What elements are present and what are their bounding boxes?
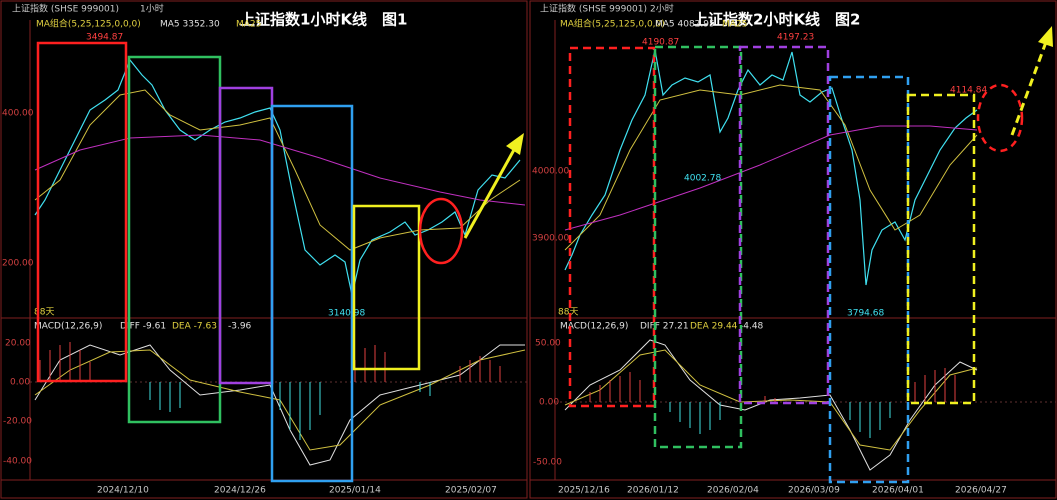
date-label: 2025/12/16 bbox=[558, 486, 610, 496]
arrow bbox=[1010, 41, 1048, 136]
date-label: 2025/01/14 bbox=[329, 486, 381, 496]
date-label: 2024/12/10 bbox=[97, 486, 149, 496]
highlight-ellipse bbox=[976, 83, 1024, 153]
title: 上证指数1小时K线 图1 bbox=[240, 11, 408, 29]
date-label: 2026/02/04 bbox=[707, 486, 759, 496]
period: 2小时 bbox=[650, 3, 674, 15]
highlight-ellipse bbox=[418, 197, 464, 265]
macd-axis-label: -20.00 bbox=[3, 417, 32, 427]
price-annotation: 3494.87 bbox=[86, 33, 123, 43]
ma25: MA25 bbox=[722, 20, 747, 30]
panel-1: 上证指数 (SHSE 999001) 1小时 上证指数1小时K线 图1 MA组合… bbox=[0, 0, 528, 499]
ma-line bbox=[34, 89, 521, 251]
ma-label: MA组合(5,25,125,0,0,0) bbox=[36, 18, 141, 30]
header: 上证指数 (SHSE 999001) bbox=[12, 3, 119, 15]
frame bbox=[0, 0, 528, 499]
macd-axis-label: 0.00 bbox=[10, 378, 30, 388]
days: 88天 bbox=[558, 308, 578, 318]
macd-bars bbox=[669, 402, 891, 438]
days: 88天 bbox=[34, 308, 54, 318]
price-annotation: 4197.23 bbox=[777, 33, 814, 43]
date-label: 2025/02/07 bbox=[445, 486, 497, 496]
ma5: MA5 4082.95 bbox=[655, 20, 715, 30]
highlight-box bbox=[906, 93, 976, 405]
price-label: 3900.00 bbox=[532, 234, 569, 244]
header: 上证指数 (SHSE 999001) bbox=[540, 3, 647, 15]
date-label: 2026/04/01 bbox=[872, 486, 924, 496]
ma-line bbox=[564, 84, 978, 251]
arrow-head bbox=[1038, 26, 1053, 47]
price-annotation: 4114.84 bbox=[950, 86, 987, 96]
date-label: 2026/01/12 bbox=[627, 486, 679, 496]
price-annotation: 3794.68 bbox=[847, 309, 884, 319]
period: 1小时 bbox=[140, 3, 164, 15]
macd-value: -3.96 bbox=[228, 322, 252, 332]
macd-dea: DEA 29.44 bbox=[690, 322, 738, 332]
dea-line bbox=[564, 349, 978, 451]
highlight-box bbox=[568, 46, 656, 408]
ma-line bbox=[564, 125, 978, 231]
price-annotation: 3140.98 bbox=[328, 309, 365, 319]
price-label: 400.00 bbox=[2, 109, 34, 119]
macd-axis-label: 0.00 bbox=[539, 398, 559, 408]
date-label: 2024/12/26 bbox=[214, 486, 266, 496]
diff-line bbox=[564, 339, 978, 471]
price-line bbox=[34, 58, 521, 296]
highlight-box bbox=[738, 45, 830, 405]
ma-line bbox=[34, 134, 526, 206]
ma5: MA5 3352.30 bbox=[160, 20, 220, 30]
macd-bars bbox=[39, 342, 501, 382]
ma-label: MA组合(5,25,125,0,0,0) bbox=[560, 18, 665, 30]
price-label: 4000.00 bbox=[532, 167, 569, 177]
macd-axis-label: -40.00 bbox=[3, 457, 32, 467]
highlight-box bbox=[270, 104, 354, 483]
macd-axis-label: 50.00 bbox=[535, 339, 561, 349]
macd-value: -4.48 bbox=[740, 322, 764, 332]
macd-axis-label: -50.00 bbox=[533, 458, 562, 468]
date-label: 2026/04/27 bbox=[955, 486, 1007, 496]
macd-axis-label: 20.00 bbox=[5, 339, 31, 349]
macd-diff: DIFF 27.21 bbox=[640, 322, 689, 332]
price-annotation: 4190.87 bbox=[642, 38, 679, 48]
arrow-head bbox=[506, 133, 524, 155]
frame bbox=[529, 0, 1057, 499]
date-label: 2026/03/09 bbox=[788, 486, 840, 496]
arrow bbox=[463, 147, 517, 239]
price-label: 200.00 bbox=[2, 259, 34, 269]
price-line bbox=[564, 49, 978, 286]
macd-bars bbox=[149, 382, 431, 440]
title: 上证指数2小时K线 图2 bbox=[693, 11, 861, 29]
macd-label: MACD(12,26,9) bbox=[34, 322, 102, 332]
ma25: MA25 bbox=[236, 20, 261, 30]
macd-label: MACD(12,26,9) bbox=[560, 322, 628, 332]
highlight-box bbox=[36, 41, 128, 383]
highlight-box bbox=[352, 204, 421, 371]
macd-dea: DEA -7.63 bbox=[172, 322, 217, 332]
price-annotation: 4002.78 bbox=[684, 174, 721, 184]
highlight-box bbox=[653, 45, 743, 449]
macd-diff: DIFF -9.61 bbox=[120, 322, 166, 332]
macd-bars bbox=[589, 368, 956, 402]
panel-2: 上证指数 (SHSE 999001) 2小时 上证指数2小时K线 图2 MA组合… bbox=[529, 0, 1057, 499]
